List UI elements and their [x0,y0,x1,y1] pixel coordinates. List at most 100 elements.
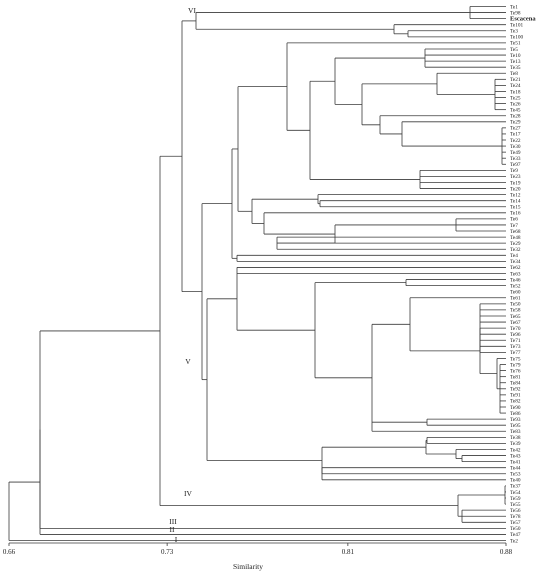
leaf-label-27: Te9 [510,168,518,174]
leaf-label-79: Te37 [510,484,521,490]
leaf-label-36: Te7 [510,223,518,229]
leaf-label-10: Te35 [510,65,521,71]
similarity-axis: 0.66 0.73 0.81 0.88 Similarity [3,542,513,571]
leaf-label-53: Te70 [510,326,521,332]
leaf-label-83: Te56 [510,508,521,514]
leaf-label-73: Te42 [510,447,521,453]
leaf-label-11: Te8 [510,71,518,77]
leaf-label-13: Te24 [510,83,521,89]
leaf-label-70: Te83 [510,429,521,435]
leaf-label-59: Te79 [510,362,521,368]
leaf-label-0: Te1 [510,4,518,10]
leaf-label-15: Te25 [510,95,521,101]
leaf-label-40: Te32 [510,247,521,253]
group-label-II: II [170,525,175,534]
leaf-label-52: Te67 [510,320,521,326]
leaf-label-37: Te68 [510,229,521,235]
group-label-V: V [185,357,191,366]
leaf-label-17: Te45 [510,107,521,113]
leaf-label-6: Te51 [510,41,521,47]
leaf-label-84: Te78 [510,514,521,520]
leaf-label-65: Te82 [510,399,521,405]
leaf-label-29: Te19 [510,180,521,186]
tick-label-3: 0.88 [500,548,513,556]
leaf-label-22: Te22 [510,138,521,144]
leaf-label-2: Escacena [510,15,536,22]
dendrogram-branches [8,6,506,541]
tick-label-0: 0.66 [3,548,16,556]
leaf-label-71: Te38 [510,435,521,441]
leaf-label-12: Te21 [510,77,521,83]
leaf-label-47: Te60 [510,290,521,296]
leaf-label-56: Te73 [510,344,521,350]
leaf-labels: Te1Te98EscacenaTe101Te3Te100Te51Te5Te10T… [510,4,536,544]
leaf-label-66: Te90 [510,405,521,411]
leaf-label-81: Te59 [510,496,521,502]
leaf-label-62: Te84 [510,381,521,387]
group-label-III: III [169,517,177,526]
group-label-VI: VI [188,6,196,15]
leaf-label-9: Te13 [510,59,521,65]
leaf-label-33: Te15 [510,205,521,211]
leaf-label-87: Te47 [510,532,521,538]
leaf-label-48: Te61 [510,296,521,302]
leaf-label-68: Te93 [510,417,521,423]
leaf-label-21: Te17 [510,132,521,138]
group-label-I: I [175,535,178,544]
leaf-label-88: Te2 [510,538,518,544]
leaf-label-67: Te86 [510,411,521,417]
leaf-label-30: Te20 [510,186,521,192]
leaf-label-60: Te76 [510,368,521,374]
leaf-label-86: Te50 [510,526,521,532]
leaf-label-35: Te6 [510,217,518,223]
leaf-label-76: Te44 [510,465,521,471]
leaf-label-63: Te92 [510,387,521,393]
group-label-IV: IV [184,489,192,498]
leaf-label-28: Te23 [510,174,521,180]
leaf-label-39: Te29 [510,241,521,247]
leaf-label-26: Te97 [510,162,521,168]
leaf-label-14: Te18 [510,89,521,95]
leaf-label-3: Te101 [510,23,524,29]
leaf-label-54: Te96 [510,332,521,338]
leaf-label-1: Te98 [510,10,521,16]
leaf-label-23: Te30 [510,144,521,150]
leaf-label-8: Te10 [510,53,521,59]
leaf-label-82: Te55 [510,502,521,508]
leaf-label-7: Te5 [510,47,518,53]
leaf-label-80: Te54 [510,490,521,496]
leaf-label-50: Te58 [510,308,521,314]
leaf-label-19: Te29 [510,120,521,126]
leaf-label-38: Te48 [510,235,521,241]
leaf-label-57: Te77 [510,350,521,356]
leaf-label-51: Te65 [510,314,521,320]
leaf-label-16: Te26 [510,101,521,107]
leaf-label-58: Te75 [510,356,521,362]
leaf-label-78: Te40 [510,478,521,484]
leaf-label-55: Te71 [510,338,521,344]
leaf-label-42: Te34 [510,259,521,265]
leaf-label-20: Te27 [510,126,521,132]
leaf-label-49: Te50 [510,302,521,308]
leaf-label-43: Te62 [510,265,521,271]
leaf-label-41: Te4 [510,253,518,259]
leaf-label-24: Te49 [510,150,521,156]
leaf-label-75: Te41 [510,459,521,465]
leaf-label-32: Te14 [510,198,521,204]
leaf-label-72: Te39 [510,441,521,447]
axis-title: Similarity [233,562,263,571]
leaf-label-5: Te100 [510,35,524,41]
leaf-label-18: Te28 [510,114,521,120]
leaf-label-45: Te46 [510,277,521,283]
tick-label-1: 0.73 [161,548,174,556]
leaf-label-25: Te33 [510,156,521,162]
leaf-label-34: Te16 [510,211,521,217]
leaf-label-77: Te53 [510,472,521,478]
leaf-label-4: Te3 [510,29,518,35]
leaf-label-46: Te52 [510,283,521,289]
tick-label-2: 0.81 [342,548,355,556]
leaf-label-64: Te91 [510,393,521,399]
leaf-label-69: Te95 [510,423,521,429]
